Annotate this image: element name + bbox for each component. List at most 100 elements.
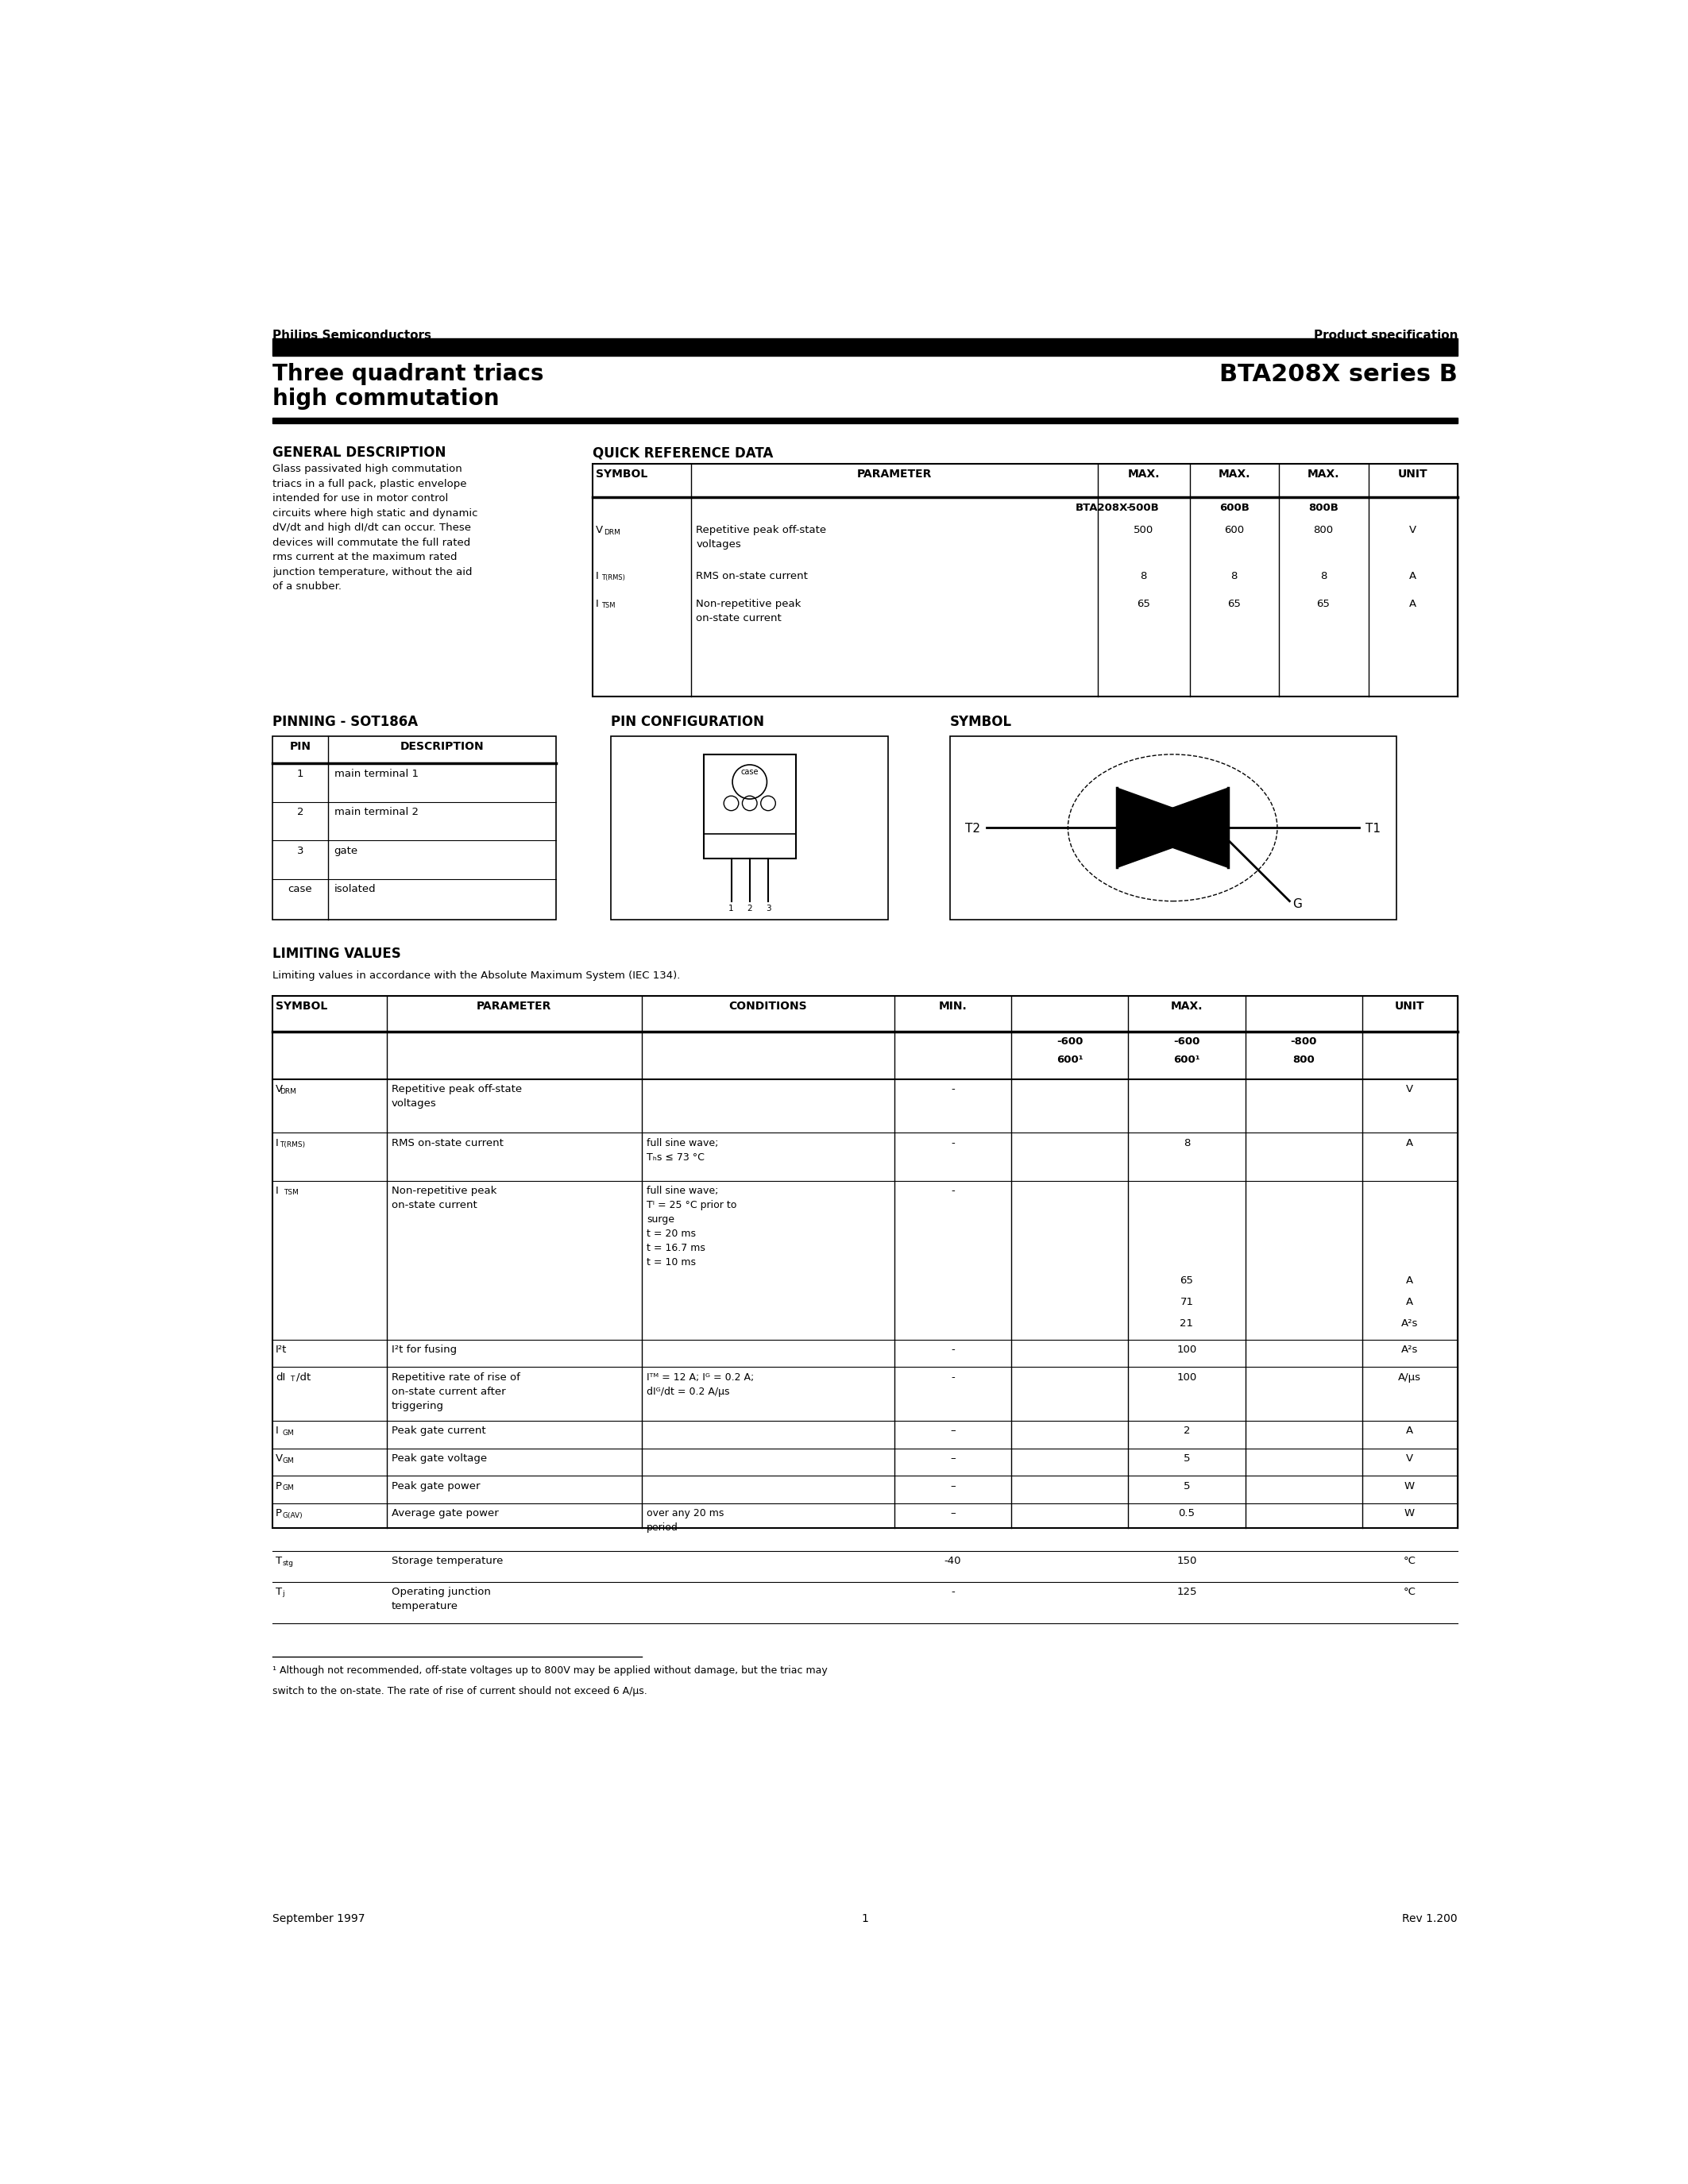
Text: full sine wave;
Tₕs ≤ 73 °C: full sine wave; Tₕs ≤ 73 °C <box>647 1138 719 1162</box>
Text: V: V <box>596 524 603 535</box>
Text: 0.5: 0.5 <box>1178 1509 1195 1518</box>
Text: I: I <box>596 570 599 581</box>
Polygon shape <box>1117 788 1227 867</box>
Text: UNIT: UNIT <box>1394 1000 1425 1011</box>
Text: CONDITIONS: CONDITIONS <box>729 1000 807 1011</box>
Text: V: V <box>1406 1083 1413 1094</box>
Bar <box>950 736 1396 919</box>
Text: PIN: PIN <box>290 740 311 751</box>
Text: BTA208X series B: BTA208X series B <box>1219 363 1458 387</box>
Text: RMS on-state current: RMS on-state current <box>695 570 809 581</box>
Text: -: - <box>950 1345 955 1354</box>
Text: TSM: TSM <box>284 1188 299 1197</box>
Text: -800: -800 <box>1291 1035 1317 1046</box>
Text: full sine wave;
Tᴵ = 25 °C prior to
surge
t = 20 ms
t = 16.7 ms
t = 10 ms: full sine wave; Tᴵ = 25 °C prior to surg… <box>647 1186 738 1267</box>
Text: September 1997: September 1997 <box>272 1913 365 1924</box>
Text: PIN CONFIGURATION: PIN CONFIGURATION <box>611 714 765 729</box>
Text: A: A <box>1409 570 1416 581</box>
Polygon shape <box>1117 788 1227 867</box>
Text: Rev 1.200: Rev 1.200 <box>1403 1913 1458 1924</box>
Text: I: I <box>596 598 599 609</box>
Text: 2: 2 <box>297 806 304 817</box>
Text: DRM: DRM <box>280 1088 297 1094</box>
Text: BTA208X-: BTA208X- <box>1075 502 1131 513</box>
Text: UNIT: UNIT <box>1398 470 1428 480</box>
Text: MAX.: MAX. <box>1307 470 1340 480</box>
Text: Limiting values in accordance with the Absolute Maximum System (IEC 134).: Limiting values in accordance with the A… <box>272 970 680 981</box>
Text: Glass passivated high commutation
triacs in a full pack, plastic envelope
intend: Glass passivated high commutation triacs… <box>272 463 478 592</box>
Bar <box>272 339 1458 356</box>
Text: P: P <box>275 1509 282 1518</box>
Text: over any 20 ms
period: over any 20 ms period <box>647 1509 724 1533</box>
Text: MAX.: MAX. <box>1128 470 1160 480</box>
Text: 1: 1 <box>297 769 304 780</box>
Text: main terminal 2: main terminal 2 <box>334 806 419 817</box>
Text: P: P <box>275 1481 282 1492</box>
Bar <box>272 996 1458 1529</box>
Text: SYMBOL: SYMBOL <box>275 1000 327 1011</box>
Text: -600: -600 <box>1057 1035 1084 1046</box>
Text: I: I <box>275 1138 279 1149</box>
Text: case: case <box>289 885 312 893</box>
Text: A²s: A²s <box>1401 1319 1418 1328</box>
Bar <box>272 417 1458 424</box>
Text: Non-repetitive peak
on-state current: Non-repetitive peak on-state current <box>392 1186 496 1210</box>
Text: switch to the on-state. The rate of rise of current should not exceed 6 A/μs.: switch to the on-state. The rate of rise… <box>272 1686 647 1697</box>
Text: gate: gate <box>334 845 358 856</box>
Text: MAX.: MAX. <box>1171 1000 1204 1011</box>
Text: A/μs: A/μs <box>1398 1372 1421 1382</box>
Text: PINNING - SOT186A: PINNING - SOT186A <box>272 714 419 729</box>
Text: 800B: 800B <box>1308 502 1339 513</box>
Text: 8: 8 <box>1320 570 1327 581</box>
Text: 2: 2 <box>1183 1426 1190 1437</box>
Bar <box>272 736 555 919</box>
Text: 600: 600 <box>1224 524 1244 535</box>
Text: T2: T2 <box>966 823 981 834</box>
Text: main terminal 1: main terminal 1 <box>334 769 419 780</box>
Text: 5: 5 <box>1183 1452 1190 1463</box>
Text: QUICK REFERENCE DATA: QUICK REFERENCE DATA <box>592 446 773 461</box>
Text: 65: 65 <box>1138 598 1151 609</box>
Text: PARAMETER: PARAMETER <box>476 1000 552 1011</box>
Text: I: I <box>275 1426 279 1437</box>
Text: 800: 800 <box>1313 524 1334 535</box>
Text: 8: 8 <box>1183 1138 1190 1149</box>
Text: G: G <box>1293 898 1301 911</box>
Text: case: case <box>741 769 758 775</box>
Text: 1: 1 <box>729 904 734 913</box>
Text: 600B: 600B <box>1219 502 1249 513</box>
Text: –: – <box>950 1509 955 1518</box>
Text: Repetitive peak off-state
voltages: Repetitive peak off-state voltages <box>695 524 827 550</box>
Text: 8: 8 <box>1141 570 1148 581</box>
Text: isolated: isolated <box>334 885 376 893</box>
Text: 600¹: 600¹ <box>1057 1055 1084 1066</box>
Text: MIN.: MIN. <box>939 1000 967 1011</box>
Bar <box>704 753 795 858</box>
Text: T: T <box>290 1376 294 1382</box>
Text: 8: 8 <box>1231 570 1237 581</box>
Text: 65: 65 <box>1180 1275 1193 1286</box>
Text: Average gate power: Average gate power <box>392 1509 498 1518</box>
Text: 100: 100 <box>1177 1372 1197 1382</box>
Text: GM: GM <box>282 1485 294 1492</box>
Text: A: A <box>1409 598 1416 609</box>
Text: –: – <box>950 1481 955 1492</box>
Text: 71: 71 <box>1180 1297 1193 1306</box>
Text: Iᵀᴹ = 12 A; Iᴳ = 0.2 A;
dIᴳ/dt = 0.2 A/μs: Iᵀᴹ = 12 A; Iᴳ = 0.2 A; dIᴳ/dt = 0.2 A/μ… <box>647 1372 755 1396</box>
Text: Non-repetitive peak
on-state current: Non-repetitive peak on-state current <box>695 598 802 622</box>
Text: ¹ Although not recommended, off-state voltages up to 800V may be applied without: ¹ Although not recommended, off-state vo… <box>272 1666 827 1675</box>
Text: TSM: TSM <box>601 603 614 609</box>
Text: G(AV): G(AV) <box>282 1511 302 1520</box>
Text: -: - <box>950 1138 955 1149</box>
Text: Peak gate power: Peak gate power <box>392 1481 479 1492</box>
Text: T(RMS): T(RMS) <box>280 1142 306 1149</box>
Text: 100: 100 <box>1177 1345 1197 1354</box>
Text: /dt: /dt <box>295 1372 311 1382</box>
Text: DESCRIPTION: DESCRIPTION <box>400 740 484 751</box>
Text: Three quadrant triacs: Three quadrant triacs <box>272 363 544 384</box>
Text: GM: GM <box>282 1431 294 1437</box>
Text: A: A <box>1406 1138 1413 1149</box>
Text: Peak gate current: Peak gate current <box>392 1426 486 1437</box>
Text: -: - <box>950 1083 955 1094</box>
Text: 125: 125 <box>1177 1586 1197 1597</box>
